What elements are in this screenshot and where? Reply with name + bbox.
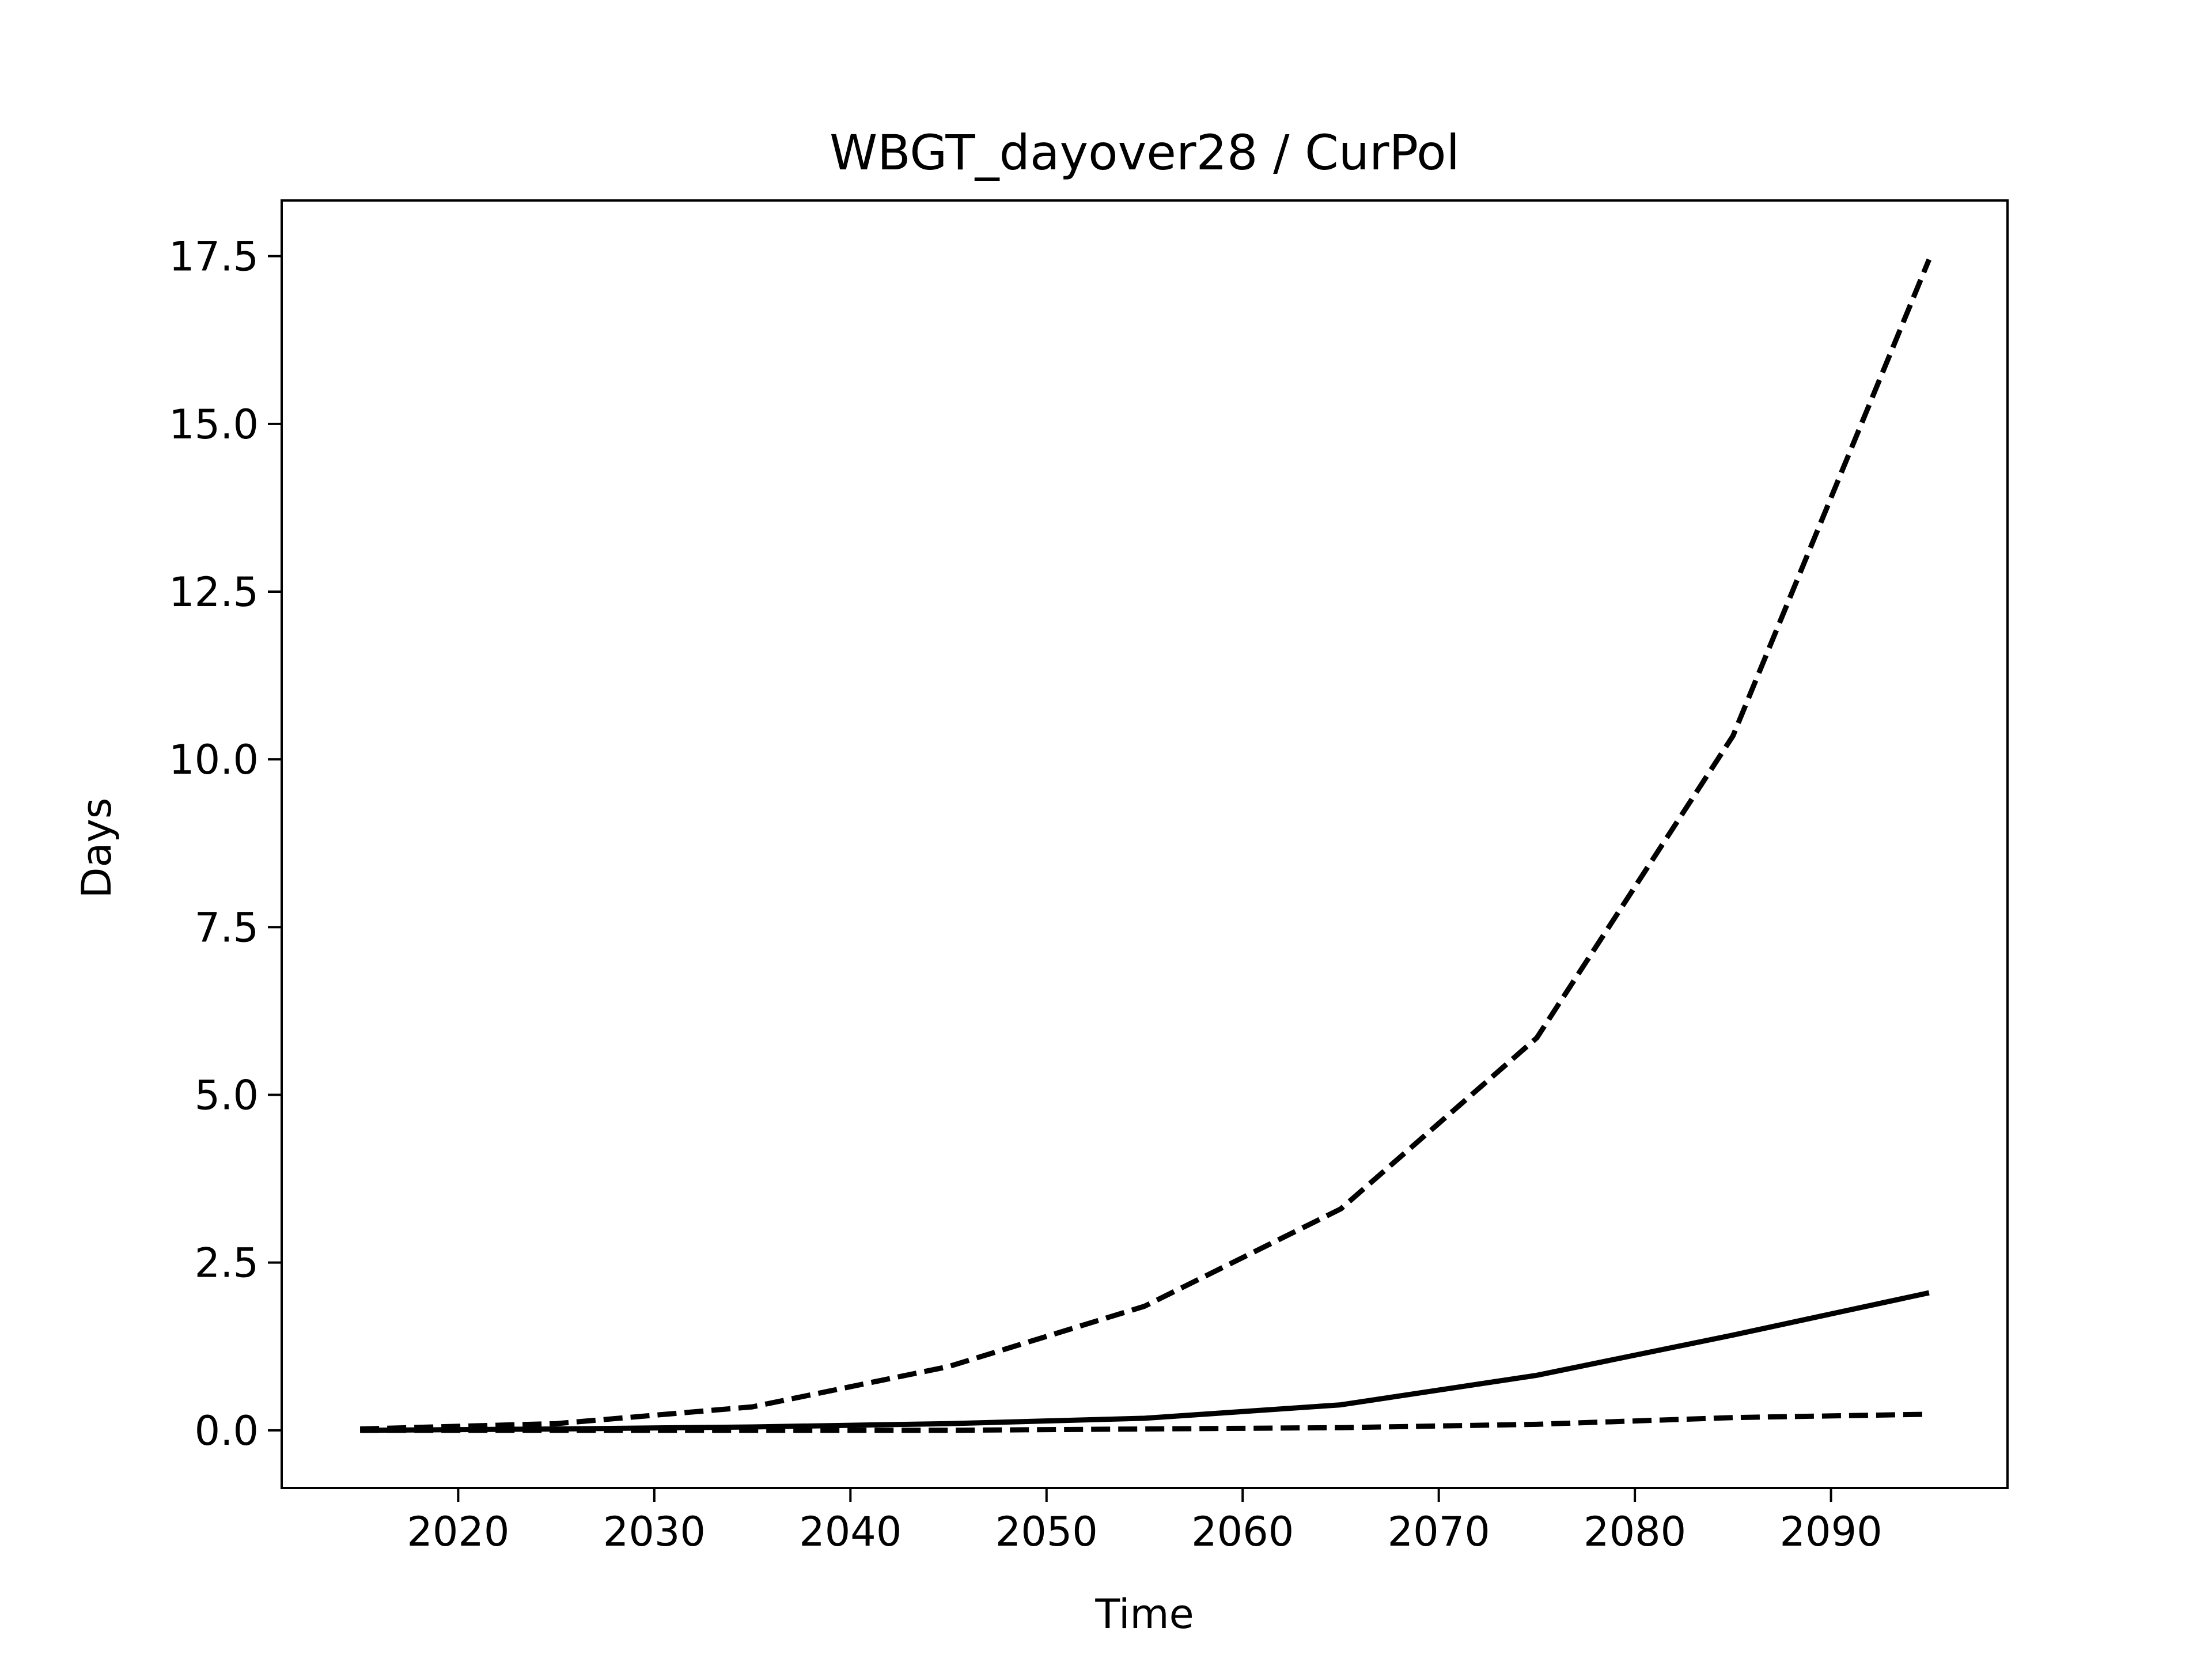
x-tick-label: 2030: [603, 1508, 706, 1555]
y-axis-ticks: 0.0 2.5 5.0 7.5 10.0 12.5 15.0 17.5: [169, 233, 282, 1455]
x-tick-label: 2040: [799, 1508, 902, 1555]
x-tick-label: 2090: [1780, 1508, 1883, 1555]
x-tick-label: 2060: [1191, 1508, 1294, 1555]
series-line-2: [360, 1290, 1930, 1433]
y-tick-label: 2.5: [195, 1240, 259, 1287]
y-tick-label: 0.0: [195, 1407, 259, 1455]
plot-frame: [281, 199, 2009, 1489]
chart-title: WBGT_dayover28 / CurPol: [830, 124, 1460, 181]
y-tick-label: 7.5: [195, 904, 259, 951]
x-tick-label: 2050: [995, 1508, 1098, 1555]
x-axis-ticks: 2020 2030 2040 2050 2060 2070 2080 2090: [407, 1488, 1883, 1555]
y-tick-label: 15.0: [169, 401, 259, 448]
y-tick-label: 12.5: [169, 569, 259, 616]
x-axis-label: Time: [1094, 1591, 1194, 1638]
x-tick-label: 2020: [407, 1508, 509, 1555]
plot-lines: [360, 258, 1931, 1433]
y-axis-label: Days: [73, 798, 120, 899]
y-tick-label: 10.0: [169, 736, 259, 783]
x-tick-label: 2070: [1388, 1508, 1490, 1555]
y-tick-label: 5.0: [195, 1072, 259, 1119]
x-tick-label: 2080: [1584, 1508, 1686, 1555]
series-line-3: [360, 1411, 1929, 1433]
series-line-1: [360, 258, 1931, 1432]
y-tick-label: 17.5: [169, 233, 259, 281]
